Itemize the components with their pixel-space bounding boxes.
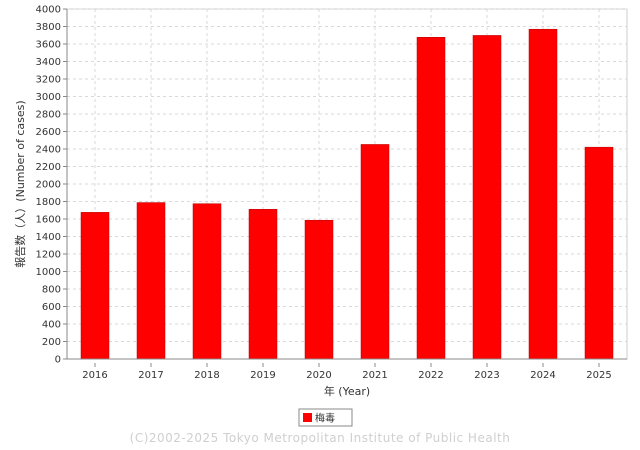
x-tick-label: 2018 bbox=[194, 370, 219, 381]
x-axis-title: 年 (Year) bbox=[324, 384, 370, 398]
x-tick-label: 2022 bbox=[418, 370, 443, 381]
x-tick-label: 2023 bbox=[474, 370, 499, 381]
y-tick-label: 1600 bbox=[36, 215, 61, 226]
y-tick-label: 3200 bbox=[36, 75, 61, 86]
y-axis: 0 200 400 600 800 1000 1200 1400 1600 1800 2000 220… bbox=[36, 5, 68, 366]
y-tick-label: 3400 bbox=[36, 57, 61, 68]
y-tick-label: 400 bbox=[42, 320, 61, 331]
legend-swatch bbox=[303, 413, 312, 422]
y-tick-label: 600 bbox=[42, 302, 61, 313]
bar-2021 bbox=[360, 144, 390, 360]
bar-2024 bbox=[528, 28, 558, 360]
y-tick-label: 2400 bbox=[36, 145, 61, 156]
copyright-text: (C)2002-2025 Tokyo Metropolitan Institut… bbox=[130, 431, 511, 445]
bar-2020 bbox=[304, 219, 334, 360]
bars bbox=[80, 28, 614, 360]
x-tick-label: 2021 bbox=[362, 370, 387, 381]
y-tick-label: 2000 bbox=[36, 180, 61, 191]
x-tick-label: 2019 bbox=[250, 370, 275, 381]
y-tick-label: 1800 bbox=[36, 197, 61, 208]
x-tick-label: 2016 bbox=[82, 370, 107, 381]
x-tick-label: 2017 bbox=[138, 370, 163, 381]
y-tick-label: 4000 bbox=[36, 5, 61, 16]
bar-2018 bbox=[192, 203, 222, 360]
bar-2017 bbox=[136, 202, 166, 360]
bar-2022 bbox=[416, 37, 446, 360]
y-tick-label: 2800 bbox=[36, 110, 61, 121]
bar-2023 bbox=[472, 35, 502, 360]
y-tick-label: 3600 bbox=[36, 40, 61, 51]
legend: 梅毒 bbox=[298, 408, 353, 427]
x-axis: 2016 2017 2018 2019 2020 2021 2022 2023 2024 2025 bbox=[67, 358, 627, 381]
y-tick-label: 0 bbox=[55, 355, 61, 366]
x-tick-label: 2024 bbox=[530, 370, 555, 381]
x-tick-label: 2020 bbox=[306, 370, 331, 381]
legend-label: 梅毒 bbox=[315, 412, 335, 425]
y-tick-label: 1400 bbox=[36, 232, 61, 243]
y-tick-label: 1000 bbox=[36, 267, 61, 278]
legend-box bbox=[298, 408, 353, 427]
y-tick-label: 1200 bbox=[36, 250, 61, 261]
y-tick-label: 3000 bbox=[36, 92, 61, 103]
bar-2025 bbox=[584, 146, 614, 360]
y-axis-title: 報告数（人）(Number of cases) bbox=[14, 100, 27, 267]
y-tick-label: 200 bbox=[42, 337, 61, 348]
y-tick-label: 2200 bbox=[36, 162, 61, 173]
bar-2019 bbox=[248, 209, 278, 360]
y-tick-label: 800 bbox=[42, 285, 61, 296]
x-tick-label: 2025 bbox=[586, 370, 611, 381]
y-tick-label: 2600 bbox=[36, 127, 61, 138]
y-tick-label: 3800 bbox=[36, 22, 61, 33]
bar-2016 bbox=[80, 212, 110, 360]
